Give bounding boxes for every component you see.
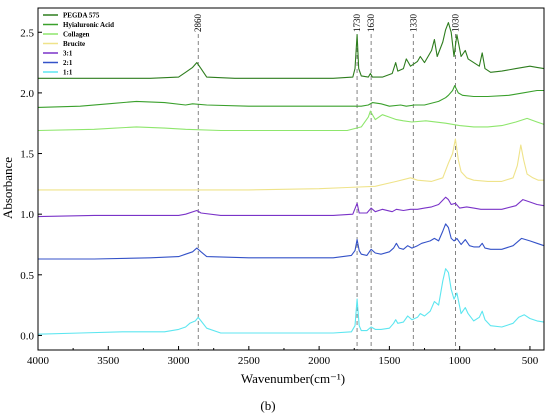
- reference-line-label: 2860: [193, 14, 203, 33]
- reference-lines: [197, 34, 456, 350]
- legend-entry: Brucite: [63, 40, 85, 48]
- x-axis-ticks: 4000 3500 3000 2500 2000 1500 1000 500: [27, 346, 539, 367]
- plot-frame: [37, 7, 545, 351]
- series-line: [38, 22, 545, 79]
- series-line: [37, 85, 544, 108]
- x-tick-label: 2500: [238, 355, 261, 367]
- y-tick-label: 1.0: [20, 209, 34, 221]
- series-line: [37, 110, 545, 132]
- series-line: [37, 268, 545, 335]
- y-tick-label: 1.5: [20, 149, 34, 161]
- legend-entry: 2:1: [63, 59, 73, 67]
- x-tick-label: 4000: [27, 355, 50, 367]
- reference-line-label: 1730: [352, 14, 362, 33]
- y-tick-label: 2.0: [20, 88, 34, 100]
- panel-label: (b): [260, 398, 275, 413]
- legend-entry: 1:1: [63, 69, 73, 77]
- x-axis-label: Wavenumber(cm⁻¹): [241, 371, 345, 386]
- series-line: [38, 138, 544, 191]
- x-tick-label: 1500: [378, 355, 401, 367]
- reference-line-label: 1330: [408, 14, 418, 33]
- y-tick-label: 2.5: [20, 27, 34, 39]
- y-axis-ticks: 0.0 0.5 1.0 1.5 2.0 2.5: [20, 27, 42, 342]
- x-tick-label: 2000: [308, 355, 331, 367]
- y-tick-label: 0.5: [20, 270, 34, 282]
- y-axis-label: Absorbance: [0, 157, 15, 219]
- reference-line-label: 1030: [450, 14, 460, 33]
- reference-line-labels: 2860 1730 1630 1330 1030: [193, 14, 460, 33]
- x-tick-label: 500: [522, 355, 539, 367]
- legend-entry: PEGDA 575: [63, 12, 100, 20]
- y-tick-label: 0.0: [20, 330, 34, 342]
- series-line: [38, 223, 545, 260]
- series-line: [37, 196, 545, 218]
- x-tick-label: 3000: [168, 355, 191, 367]
- reference-line-label: 1630: [366, 14, 376, 33]
- series-lines: [37, 22, 545, 335]
- legend-entry: Collagen: [63, 31, 90, 39]
- legend-entry: 3:1: [63, 50, 73, 58]
- x-tick-label: 1000: [449, 355, 472, 367]
- x-tick-label: 3500: [97, 355, 120, 367]
- legend-entry: Hyialuronic Acid: [63, 21, 114, 29]
